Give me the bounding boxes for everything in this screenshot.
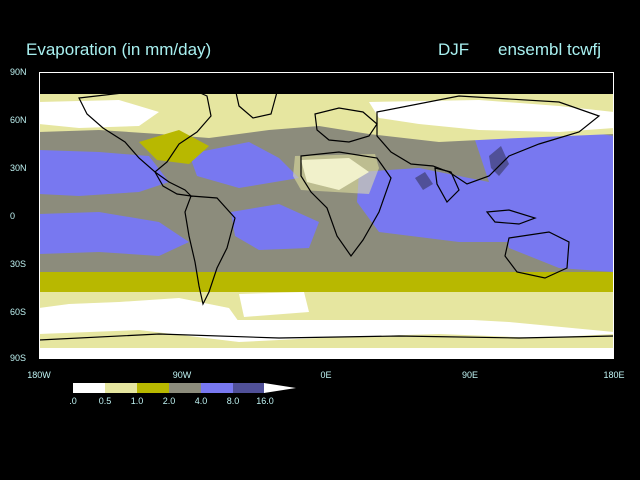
coast-india [434,167,460,203]
colorbar-arrow [264,383,296,393]
lon-label-180e: 180E [603,370,625,380]
map-title: Evaporation (in mm/day) [26,40,212,59]
band-southern-low-1 [39,272,614,292]
lat-label-90n: 90N [10,67,27,77]
evaporation-map [39,72,614,359]
colorbar-swatch-0 [73,383,105,393]
colorbar-label-4: 4.0 [194,396,208,406]
colorbar-swatch-5 [233,383,265,393]
model-label: ensembl tcwfj [498,40,601,59]
band-arctic-white [39,72,614,94]
north-white-patch [39,100,159,128]
coast-south-america [184,195,236,306]
coast-antarctica [39,333,614,341]
colorbar-boxes [73,383,265,393]
southern-ocean-patch [39,298,239,322]
coast-north-america [78,87,212,173]
southern-ocean-yellow [419,292,614,332]
map-frame [39,72,614,359]
colorbar-label-0: .0 [69,396,77,406]
lat-label-60n: 60N [10,115,27,125]
coast-europe [314,107,378,143]
antarctic-white [39,348,614,359]
colorbar-label-1: 0.5 [98,396,112,406]
lat-label-90s: 90S [10,353,27,363]
lat-label-30s: 30S [10,259,27,269]
coast-greenland [234,83,278,119]
coast-indonesia [485,209,537,225]
band-arabian-sea-dark [415,172,433,190]
band-tropical-pacific-north [39,150,169,196]
lon-label-0e: 0E [320,370,332,380]
coast-asia [376,95,601,185]
colorbar-swatch-2 [137,383,169,393]
colorbar-swatch-4 [201,383,233,393]
band-kuroshio-dark [489,146,509,176]
colorbar-label-3: 2.0 [162,396,176,406]
colorbar [73,383,296,393]
lat-label-30n: 30N [10,163,27,173]
colorbar-label-2: 1.0 [130,396,144,406]
gulf-stream-olive [139,130,209,164]
lon-label-90w: 90W [172,370,192,380]
lat-label-60s: 60S [10,307,27,317]
lon-label-180w: 180W [27,370,51,380]
band-atlantic-south [231,204,319,250]
band-tropical-pacific-south [39,212,189,256]
land-masses [39,83,614,341]
southern-white-patch [239,292,309,317]
sahara-yellow [293,154,379,194]
colorbar-label-6: 16.0 [256,396,274,406]
colorbar-label-5: 8.0 [226,396,240,406]
colorbar-swatch-3 [169,383,201,393]
lat-label-0: 0 [10,211,16,221]
siberia-white [369,100,614,132]
colorbar-swatch-1 [105,383,137,393]
coast-africa [300,151,392,258]
band-atlantic-north [189,142,299,188]
coast-australia [504,231,570,279]
lon-label-90e: 90E [461,370,479,380]
season-label: DJF [438,40,470,59]
